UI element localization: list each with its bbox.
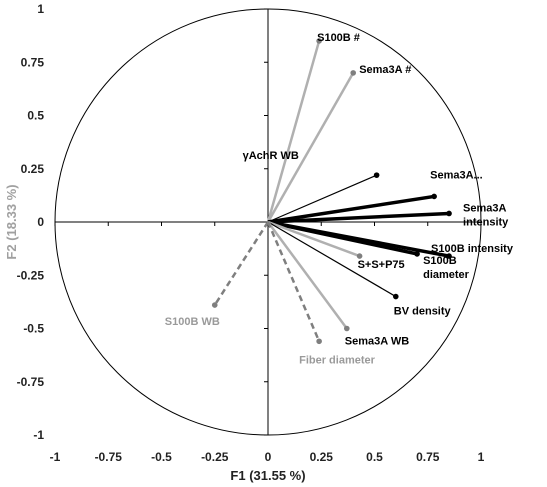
vector-point (373, 172, 380, 178)
y-tick-label: 0 (37, 215, 44, 229)
x-tick-label: 0 (265, 450, 272, 464)
vector-point (414, 251, 420, 257)
x-tick-label: 0.25 (310, 450, 334, 464)
vector-point (350, 70, 357, 76)
vector-label: Sema3A WB (345, 336, 409, 348)
vector-point (211, 302, 218, 308)
y-tick-label: -0.75 (17, 375, 45, 389)
vector-point (316, 38, 322, 44)
vector-point (344, 325, 350, 332)
vector-point (393, 293, 399, 300)
vector-line (213, 221, 270, 306)
y-tick-label: -0.5 (23, 322, 44, 336)
vector-line (266, 221, 321, 342)
y-tick-label: -0.25 (17, 268, 45, 282)
x-tick-label: 0.5 (366, 450, 383, 464)
vector-point (316, 338, 322, 345)
x-tick-label: -0.5 (151, 450, 172, 464)
vector-line (267, 221, 397, 298)
vector-label: Fiber diameter (299, 354, 376, 366)
vector-label: Sema3A intensity (463, 202, 509, 228)
x-tick-label: -0.25 (201, 450, 229, 464)
vector-label: S100B # (317, 32, 360, 44)
vector-point (431, 193, 437, 200)
vector-label: BV density (394, 306, 452, 318)
vector-line (267, 220, 361, 258)
vector-line (267, 220, 418, 256)
vector-line (267, 174, 377, 223)
y-tick-label: -1 (33, 428, 44, 442)
vector-line (266, 221, 348, 330)
vector-label: S+S+P75 (358, 259, 405, 271)
vector-label: Sema3A... (430, 169, 483, 181)
vector-point (446, 210, 452, 217)
vector-line (266, 72, 355, 223)
vector-line (267, 211, 450, 224)
y-tick-label: 0.5 (27, 109, 44, 123)
y-tick-label: 1 (37, 2, 44, 16)
vector-label: S100B WB (165, 316, 220, 328)
x-tick-label: -0.75 (95, 450, 123, 464)
x-axis-title: F1 (31.55 %) (230, 468, 305, 483)
x-tick-label: 1 (478, 450, 485, 464)
vector-line (266, 40, 321, 223)
y-tick-label: 0.75 (21, 55, 45, 69)
vector-label: Sema3A # (359, 64, 411, 76)
vector-line (267, 194, 435, 224)
y-axis-title: F2 (18.33 %) (4, 184, 19, 259)
x-tick-label: 0.75 (416, 450, 440, 464)
vector-label: S100B diameter (423, 255, 470, 281)
vector-point (446, 253, 452, 259)
x-tick-label: -1 (50, 450, 61, 464)
y-tick-label: 0.25 (21, 162, 45, 176)
vector-label: γAchR WB (243, 150, 299, 162)
vector-label: S100B intensity (431, 243, 514, 255)
vector-point (356, 253, 363, 259)
